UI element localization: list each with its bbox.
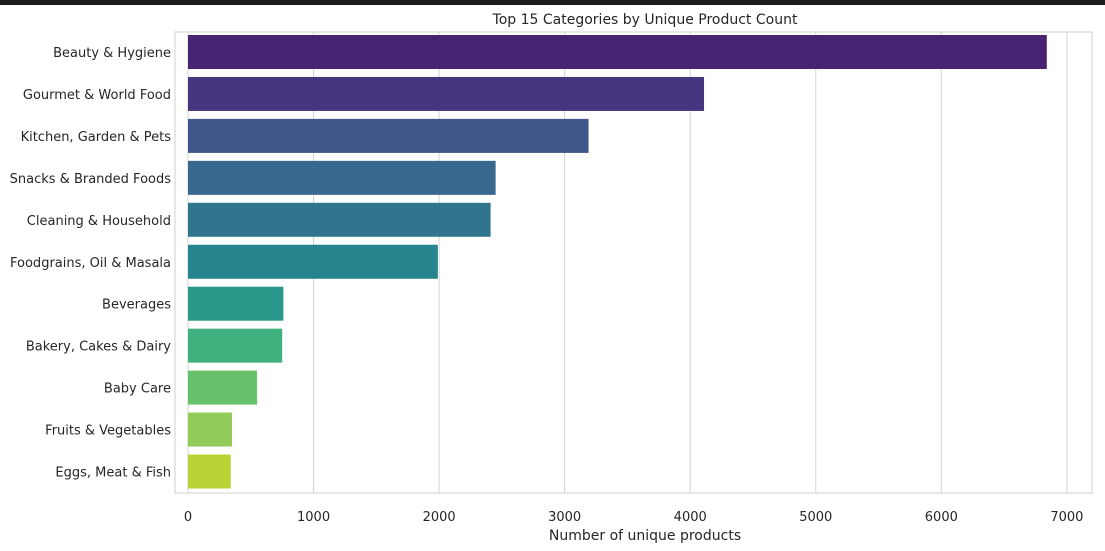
x-tick-label: 2000 xyxy=(423,510,456,525)
top-border xyxy=(0,0,1105,5)
x-tick-label: 4000 xyxy=(674,510,707,525)
bar xyxy=(188,160,496,195)
y-tick-label: Gourmet & World Food xyxy=(23,88,171,103)
x-tick-label: 6000 xyxy=(925,510,958,525)
x-tick-label: 5000 xyxy=(799,510,832,525)
bar xyxy=(188,118,589,153)
bar xyxy=(188,35,1047,69)
y-tick-labels: Beauty & Hygiene Gourmet & World Food Kitc… xyxy=(10,46,172,481)
bar xyxy=(188,76,705,111)
y-tick-label: Bakery, Cakes & Dairy xyxy=(26,340,171,355)
y-tick-label: Fruits & Vegetables xyxy=(45,424,171,439)
x-tick-label: 0 xyxy=(184,510,192,525)
bar xyxy=(188,244,438,279)
bar xyxy=(188,370,258,405)
bar xyxy=(188,328,283,363)
x-tick-label: 1000 xyxy=(297,510,330,525)
y-tick-label: Eggs, Meat & Fish xyxy=(55,466,171,481)
y-tick-label: Beverages xyxy=(102,298,171,313)
y-tick-label: Baby Care xyxy=(104,382,171,397)
bar xyxy=(188,412,232,447)
bar-layer xyxy=(188,35,1047,489)
bar xyxy=(188,202,491,237)
y-tick-label: Cleaning & Household xyxy=(27,214,171,229)
x-axis-label: Number of unique products xyxy=(549,528,741,544)
y-tick-label: Foodgrains, Oil & Masala xyxy=(10,256,171,271)
x-tick-labels: 0 1000 2000 3000 4000 5000 6000 7000 xyxy=(184,510,1084,525)
y-tick-label: Beauty & Hygiene xyxy=(53,46,171,61)
x-tick-label: 7000 xyxy=(1050,510,1083,525)
bar xyxy=(188,454,231,489)
x-tick-label: 3000 xyxy=(548,510,581,525)
y-tick-label: Snacks & Branded Foods xyxy=(10,172,172,187)
bar xyxy=(188,286,284,321)
chart-title: Top 15 Categories by Unique Product Coun… xyxy=(492,12,798,28)
y-tick-label: Kitchen, Garden & Pets xyxy=(21,130,172,145)
